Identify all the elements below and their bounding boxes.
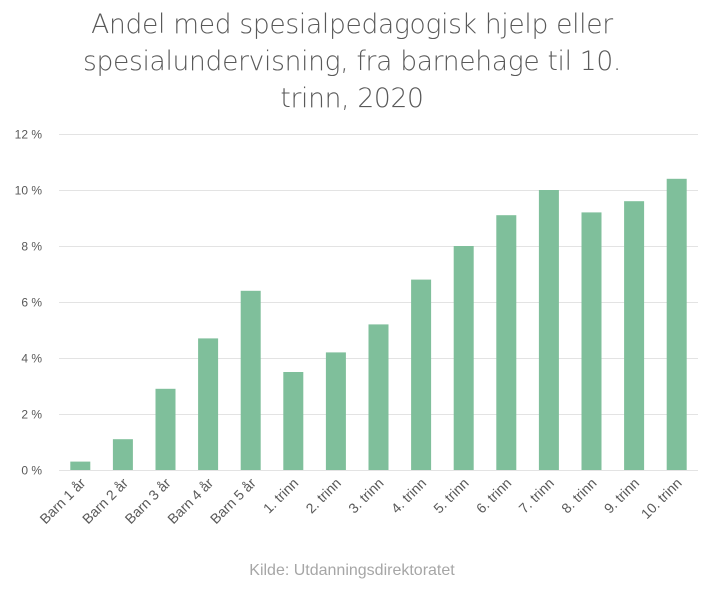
bar (538, 190, 559, 470)
chart-title-line-1: Andel med spesialpedagogisk hjelp eller (91, 9, 613, 40)
y-tick-label: 8 % (21, 240, 42, 254)
y-tick-label: 2 % (21, 408, 42, 422)
x-tick-label: 1. trinn (260, 475, 302, 517)
bars (70, 178, 687, 471)
bar (368, 324, 389, 470)
bar (112, 439, 133, 470)
bar (155, 388, 176, 470)
bar (240, 290, 261, 470)
bar (453, 246, 474, 470)
y-tick-label: 10 % (15, 184, 43, 198)
bar (70, 461, 91, 470)
y-tick-label: 0 % (21, 464, 42, 478)
chart-title: Andel med spesialpedagogisk hjelp eller … (40, 6, 664, 117)
x-tick-label: 10. trinn (638, 475, 685, 522)
source-note: Kilde: Utdanningsdirektoratet (249, 562, 455, 579)
bar (198, 338, 219, 470)
x-tick-label: 4. trinn (388, 475, 430, 517)
x-tick-label: Barn 3 år (122, 475, 174, 527)
bar (581, 212, 602, 470)
x-tick-label: 6. trinn (473, 475, 515, 517)
chart-title-line-2: spesialundervisning, fra barnehage til 1… (82, 46, 622, 77)
x-tick-label: 7. trinn (515, 475, 557, 517)
x-tick-label: Barn 2 år (79, 475, 131, 527)
bar (283, 372, 304, 470)
y-axis-tick-labels: 0 % 2 % 4 % 6 % 8 % 10 % 12 % (15, 128, 43, 478)
chart-title-line-3: trinn, 2020 (280, 83, 424, 114)
bar (666, 178, 687, 471)
y-tick-label: 12 % (15, 128, 43, 142)
x-tick-label: Barn 5 år (207, 475, 259, 527)
x-tick-label: Barn 1 år (36, 475, 88, 527)
y-tick-label: 6 % (21, 296, 42, 310)
x-tick-label: 2. trinn (302, 475, 344, 517)
bar (496, 215, 517, 470)
x-tick-label: 5. trinn (430, 475, 472, 517)
x-tick-label: 9. trinn (601, 475, 643, 517)
x-tick-label: 8. trinn (558, 475, 600, 517)
bar (325, 352, 346, 470)
x-tick-label: 3. trinn (345, 475, 387, 517)
bar (624, 201, 645, 470)
y-tick-label: 4 % (21, 352, 42, 366)
bar (411, 279, 432, 470)
x-tick-label: Barn 4 år (164, 475, 216, 527)
